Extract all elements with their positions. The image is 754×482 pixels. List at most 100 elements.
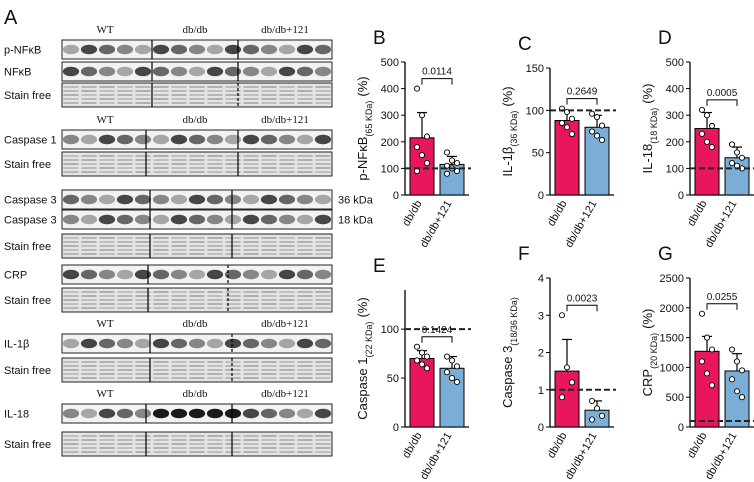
stain-band <box>315 86 331 88</box>
panel-letter: G <box>658 244 673 265</box>
band <box>224 66 242 77</box>
band <box>80 408 98 419</box>
stain-band <box>279 102 295 104</box>
data-point <box>423 160 431 167</box>
stain-band <box>63 435 79 437</box>
stain-band <box>117 98 133 100</box>
stain-band <box>315 291 331 293</box>
stain-band <box>117 307 133 309</box>
stain-band <box>135 245 151 247</box>
stain-band <box>171 253 187 255</box>
y-tick-label: 0 <box>678 190 684 202</box>
band <box>188 66 206 77</box>
ylabel-main: CRP <box>640 369 655 396</box>
band <box>206 194 224 205</box>
stain-band <box>81 307 97 309</box>
group-label: db/db <box>182 24 208 36</box>
stain-band <box>99 295 115 297</box>
stain-band <box>117 451 133 453</box>
data-point <box>443 353 451 360</box>
stain-band <box>135 98 151 100</box>
stain-band <box>297 447 313 449</box>
blot-frame <box>61 61 333 82</box>
stain-band <box>117 90 133 92</box>
band <box>134 44 152 55</box>
significance-bracket <box>421 78 453 85</box>
y-tick-label: 100 <box>526 105 544 117</box>
stain-band <box>153 90 169 92</box>
stain-band <box>243 369 259 371</box>
data-point <box>558 312 566 319</box>
data-point <box>443 369 451 376</box>
stain-band <box>243 86 259 88</box>
y-tick-label: 1000 <box>660 362 684 374</box>
data-point <box>413 357 421 364</box>
stain-band <box>171 373 187 375</box>
stain-band <box>153 443 169 445</box>
band <box>314 194 332 205</box>
stain-band <box>207 303 223 305</box>
stain-band <box>135 237 151 239</box>
bar <box>584 409 610 428</box>
stain-band <box>99 155 115 157</box>
stain-band <box>225 377 241 379</box>
stain-band <box>225 451 241 453</box>
data-point <box>423 365 431 372</box>
stain-band <box>315 369 331 371</box>
band <box>242 214 260 225</box>
band <box>296 66 314 77</box>
band <box>260 134 278 145</box>
stain-band <box>153 435 169 437</box>
data-point <box>418 361 426 368</box>
stain-band <box>189 98 205 100</box>
group-label: db/db+121 <box>261 114 309 126</box>
stain-band <box>207 86 223 88</box>
stain-band <box>243 451 259 453</box>
stain-band <box>225 369 241 371</box>
data-point <box>453 168 461 175</box>
stain-band <box>243 171 259 173</box>
band <box>134 269 152 280</box>
stain-band <box>99 307 115 309</box>
stain-band <box>135 373 151 375</box>
stain-band <box>279 307 295 309</box>
band <box>206 269 224 280</box>
y-tick-label: 0 <box>538 422 544 434</box>
stain-band <box>63 451 79 453</box>
stain-band <box>171 171 187 173</box>
row-label: NFκB <box>4 67 32 79</box>
stain-band <box>189 237 205 239</box>
stain-band <box>99 369 115 371</box>
stain-band <box>315 245 331 247</box>
stain-band <box>63 303 79 305</box>
data-point <box>698 130 706 137</box>
y-tick-label: 0 <box>678 422 684 434</box>
band <box>152 194 170 205</box>
category-label: db/db <box>400 431 424 461</box>
y-tick-label: 400 <box>666 84 684 96</box>
band <box>62 134 80 145</box>
y-tick-label: 300 <box>381 110 399 122</box>
significance-bracket <box>706 303 738 310</box>
stain-band <box>63 373 79 375</box>
stain-band <box>225 435 241 437</box>
stain-band <box>171 90 187 92</box>
y-axis-label: CRP(20 KDa) (%) <box>640 309 659 397</box>
stain-band <box>153 377 169 379</box>
band <box>62 269 80 280</box>
stain-band <box>153 303 169 305</box>
stain-band <box>117 365 133 367</box>
stain-band <box>81 171 97 173</box>
stain-band <box>81 90 97 92</box>
band <box>314 44 332 55</box>
stain-band <box>63 159 79 161</box>
stain-band <box>207 373 223 375</box>
stain-band <box>135 159 151 161</box>
stain-band <box>207 90 223 92</box>
stain-band <box>225 90 241 92</box>
stain-band <box>171 98 187 100</box>
stain-band <box>189 253 205 255</box>
band <box>170 269 188 280</box>
stain-band <box>261 377 277 379</box>
data-point <box>563 124 571 131</box>
